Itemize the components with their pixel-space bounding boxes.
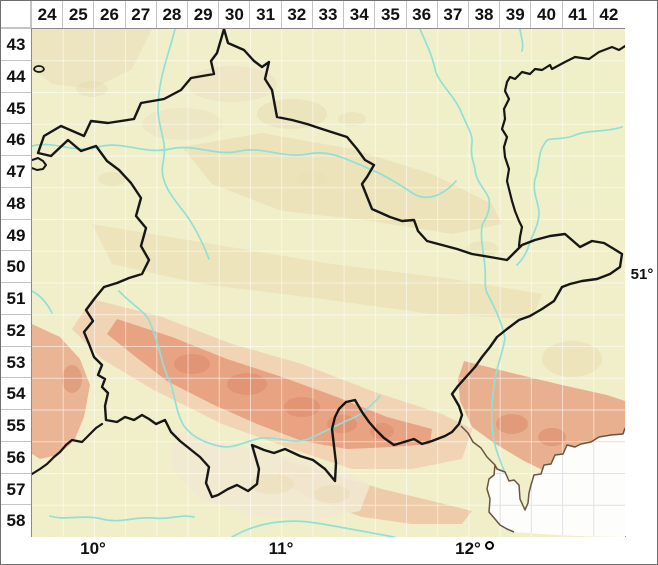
column-header-24: 24 bbox=[31, 1, 63, 28]
relief-patch bbox=[284, 397, 320, 417]
relief-patch bbox=[338, 112, 366, 126]
column-header-28: 28 bbox=[155, 1, 188, 28]
relief-patch bbox=[542, 341, 602, 377]
longitude-label: 12° bbox=[455, 539, 481, 558]
row-header-43: 43 bbox=[1, 28, 31, 60]
relief-patch bbox=[187, 66, 277, 102]
relief-patch bbox=[496, 414, 528, 434]
data-coverage-border bbox=[460, 425, 625, 511]
footer-margin: 10° 11° 12° bbox=[1, 537, 657, 564]
row-header-46: 46 bbox=[1, 123, 31, 155]
column-header-37: 37 bbox=[436, 1, 468, 28]
row-header-54: 54 bbox=[1, 377, 31, 409]
relief-patch bbox=[98, 172, 126, 186]
longitude-label: 10° bbox=[80, 539, 106, 558]
river-line bbox=[516, 126, 623, 266]
relief-patch bbox=[370, 423, 394, 439]
relief-patch bbox=[227, 373, 267, 395]
row-header-53: 53 bbox=[1, 345, 31, 378]
row-header-56: 56 bbox=[1, 440, 31, 473]
river-line bbox=[32, 290, 53, 314]
grid-corner-cell bbox=[1, 1, 31, 28]
row-header-55: 55 bbox=[1, 409, 31, 441]
state-boundary bbox=[32, 422, 104, 476]
row-header-57: 57 bbox=[1, 472, 31, 505]
column-header-31: 31 bbox=[249, 1, 281, 28]
right-margin: 51° bbox=[625, 28, 657, 536]
column-header-38: 38 bbox=[467, 1, 500, 28]
map-canvas[interactable] bbox=[31, 28, 626, 538]
record-dot-marker bbox=[485, 541, 494, 550]
longitude-label: 11° bbox=[268, 539, 294, 558]
column-header-33: 33 bbox=[311, 1, 344, 28]
relief-patch bbox=[432, 49, 625, 209]
relief-patch bbox=[250, 474, 294, 494]
relief-patch bbox=[32, 29, 152, 89]
relief-patch bbox=[62, 365, 82, 393]
column-header-25: 25 bbox=[62, 1, 94, 28]
column-header-39: 39 bbox=[499, 1, 531, 28]
row-header-50: 50 bbox=[1, 250, 31, 282]
column-header-41: 41 bbox=[561, 1, 593, 28]
river-line bbox=[49, 515, 195, 522]
state-boundary bbox=[32, 157, 47, 171]
state-boundary bbox=[500, 44, 625, 248]
column-header-27: 27 bbox=[124, 1, 156, 28]
column-header-35: 35 bbox=[374, 1, 406, 28]
column-header-26: 26 bbox=[93, 1, 125, 28]
relief-patch bbox=[314, 485, 350, 503]
column-header-40: 40 bbox=[530, 1, 562, 28]
column-header-29: 29 bbox=[187, 1, 219, 28]
latitude-label: 51° bbox=[630, 266, 654, 283]
column-header-30: 30 bbox=[218, 1, 250, 28]
row-header-58: 58 bbox=[1, 504, 31, 536]
row-header-47: 47 bbox=[1, 155, 31, 187]
row-header-45: 45 bbox=[1, 91, 31, 124]
river-line bbox=[419, 29, 506, 474]
no-data-region bbox=[487, 428, 625, 537]
relief-map-svg bbox=[32, 29, 625, 537]
column-header-34: 34 bbox=[343, 1, 375, 28]
column-header-42: 42 bbox=[592, 1, 624, 28]
river-line bbox=[157, 29, 210, 260]
row-header-49: 49 bbox=[1, 218, 31, 251]
column-header-36: 36 bbox=[405, 1, 437, 28]
state-boundary bbox=[33, 65, 45, 73]
river-line bbox=[519, 29, 524, 52]
river-line bbox=[118, 290, 381, 448]
column-header-32: 32 bbox=[280, 1, 312, 28]
relief-patch bbox=[32, 324, 90, 459]
row-header-44: 44 bbox=[1, 59, 31, 92]
row-header-51: 51 bbox=[1, 282, 31, 314]
row-header-52: 52 bbox=[1, 313, 31, 346]
river-line bbox=[32, 143, 457, 199]
relief-patch bbox=[182, 133, 502, 234]
state-boundary bbox=[36, 29, 624, 499]
relief-patch bbox=[76, 81, 108, 97]
river-line bbox=[231, 520, 395, 537]
data-coverage-border bbox=[486, 464, 515, 533]
relief-patch bbox=[538, 428, 566, 446]
row-header-48: 48 bbox=[1, 186, 31, 219]
relief-patch bbox=[174, 354, 210, 374]
